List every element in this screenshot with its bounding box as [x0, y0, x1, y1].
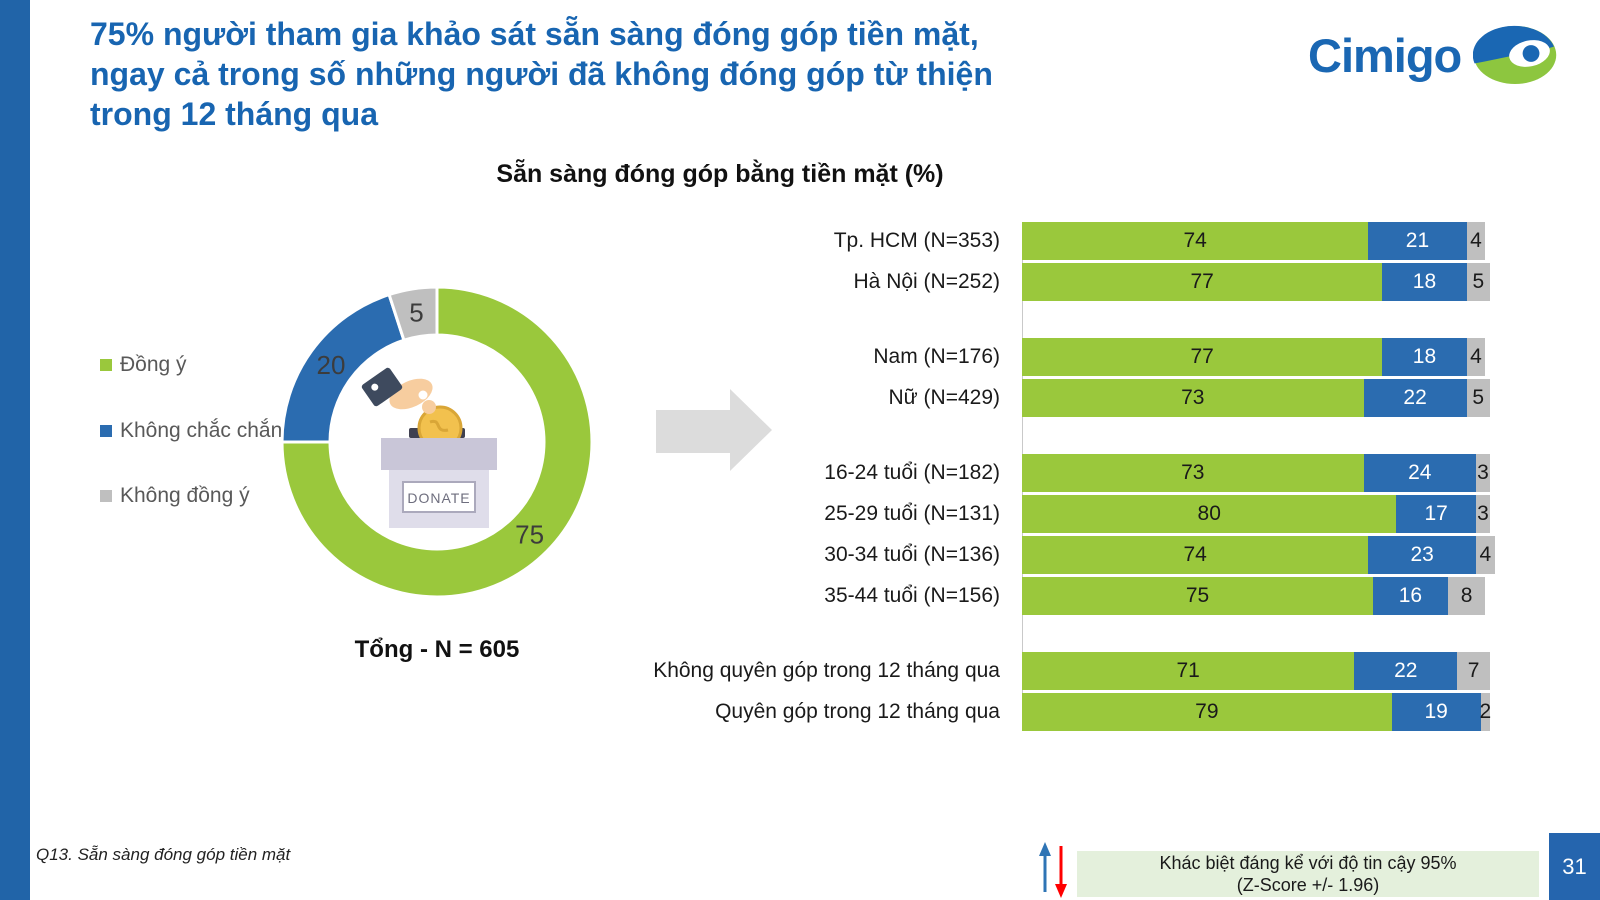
bar-track: 77 18 4: [1022, 338, 1486, 376]
bar-track: 73 22 5: [1022, 379, 1490, 417]
bar-segment: 73: [1022, 379, 1364, 417]
bar-segment: 16: [1373, 577, 1448, 615]
bar-track: 74 23 4: [1022, 536, 1495, 574]
bar-segment: 24: [1363, 454, 1476, 492]
slide-title-line-1: 75% người tham gia khảo sát sẵn sàng đón…: [90, 16, 979, 52]
bar-row-label: Quyên góp trong 12 tháng qua: [715, 700, 1000, 723]
slide-title-line-3: trong 12 tháng qua: [90, 96, 378, 132]
bar-track: 71 22 7: [1022, 652, 1490, 690]
donation-box-icon: DONATE: [361, 367, 497, 528]
bar-row-label: 25-29 tuổi (N=131): [824, 502, 1000, 525]
bar-segment: 7: [1457, 652, 1490, 690]
bar-row: 35-44 tuổi (N=156) 75 16 8: [560, 577, 1520, 615]
legend-swatch: [100, 490, 112, 502]
bar-segment: 17: [1396, 495, 1476, 533]
bar-track: 77 18 5: [1022, 263, 1490, 301]
bar-row-label: 16-24 tuổi (N=182): [824, 461, 1000, 484]
legend-label: Đồng ý: [120, 353, 187, 376]
donut-segment: [387, 285, 439, 343]
bar-segment: 5: [1466, 263, 1490, 301]
bar-row-label: Hà Nội (N=252): [853, 270, 1000, 293]
bar-track: 74 21 4: [1022, 222, 1486, 260]
bar-track: 75 16 8: [1022, 577, 1486, 615]
legend-item: Không đồng ý: [100, 483, 250, 509]
bar-segment: 75: [1022, 577, 1373, 615]
bar-row: Không quyên góp trong 12 tháng qua 71 22 7: [560, 652, 1520, 690]
bar-segment: 73: [1022, 454, 1364, 492]
bar-track: 73 24 3: [1022, 454, 1490, 492]
bar-segment: 22: [1354, 652, 1458, 690]
legend-label: Không chắc chắn: [120, 419, 283, 442]
cimigo-logo: Cimigo: [1308, 22, 1557, 88]
bar-row-label: Không quyên góp trong 12 tháng qua: [653, 659, 1000, 682]
significance-note-line-1: Khác biệt đáng kể với độ tin cậy 95%: [1159, 853, 1457, 873]
page-number: 31: [1549, 833, 1600, 900]
bar-segment: 18: [1382, 338, 1467, 376]
bar-segment: 8: [1447, 577, 1486, 615]
cimigo-logo-text: Cimigo: [1308, 28, 1462, 82]
bar-row: 30-34 tuổi (N=136) 74 23 4: [560, 536, 1520, 574]
bar-segment: 19: [1391, 693, 1481, 731]
donut-segments: [280, 285, 594, 599]
slide-title-line-2: ngay cả trong số những người đã không đó…: [90, 56, 993, 92]
bar-row-label: 30-34 tuổi (N=136): [824, 543, 1000, 566]
bar-segment: 23: [1368, 536, 1476, 574]
bar-segment: 4: [1466, 338, 1486, 376]
bar-segment: 4: [1466, 222, 1486, 260]
significance-arrows-icon: [1039, 842, 1067, 898]
bar-segment: 5: [1466, 379, 1490, 417]
bar-segment: 80: [1022, 495, 1397, 533]
bar-row: 25-29 tuổi (N=131) 80 17 3: [560, 495, 1520, 533]
bar-segment: 21: [1368, 222, 1467, 260]
left-edge-bar: [0, 0, 30, 900]
bar-segment: 18: [1382, 263, 1467, 301]
bar-segment: 4: [1475, 536, 1495, 574]
donut-caption: Tổng - N = 605: [354, 636, 520, 663]
bar-segment: 74: [1022, 222, 1369, 260]
donut-value-label: 75: [515, 520, 544, 550]
bar-row-label: Tp. HCM (N=353): [833, 229, 1000, 252]
bar-segment: 79: [1022, 693, 1392, 731]
bar-track: 79 19 2: [1022, 693, 1491, 731]
significance-note: Khác biệt đáng kể với độ tin cậy 95% (Z-…: [1077, 851, 1539, 897]
bar-row: Nam (N=176) 77 18 4: [560, 338, 1520, 376]
slide-title: 75% người tham gia khảo sát sẵn sàng đón…: [90, 14, 1210, 134]
donut-value-label: 20: [317, 350, 346, 380]
bar-segment: 71: [1022, 652, 1355, 690]
bar-row: Hà Nội (N=252) 77 18 5: [560, 263, 1520, 301]
donut-value-labels: 75 20 5: [317, 298, 545, 550]
bar-track: 80 17 3: [1022, 495, 1490, 533]
cimigo-eye-icon: [1473, 25, 1557, 85]
bar-segment: 3: [1475, 495, 1490, 533]
bar-row: Quyên góp trong 12 tháng qua 79 19 2: [560, 693, 1520, 731]
question-footnote: Q13. Sẵn sàng đóng góp tiền mặt: [36, 845, 291, 864]
right-arrow-icon: [656, 389, 772, 472]
bar-row: Tp. HCM (N=353) 74 21 4: [560, 222, 1520, 260]
donut-value-label: 5: [409, 298, 423, 328]
bar-row-label: Nữ (N=429): [888, 386, 1000, 409]
bar-segment: 22: [1363, 379, 1467, 417]
legend-swatch: [100, 359, 112, 371]
significance-note-line-2: (Z-Score +/- 1.96): [1236, 875, 1380, 895]
bar-row-label: 35-44 tuổi (N=156): [824, 584, 1000, 607]
legend-swatch: [100, 425, 112, 437]
bar-row: 16-24 tuổi (N=182) 73 24 3: [560, 454, 1520, 492]
legend-label: Không đồng ý: [120, 484, 250, 507]
bar-segment: 3: [1475, 454, 1490, 492]
bar-segment: 77: [1022, 338, 1383, 376]
bar-row: Nữ (N=429) 73 22 5: [560, 379, 1520, 417]
donate-label: DONATE: [407, 490, 470, 506]
legend-item: Không chắc chắn: [100, 418, 282, 444]
chart-title: Sẵn sàng đóng góp bằng tiền mặt (%): [496, 160, 944, 188]
bar-segment: 74: [1022, 536, 1369, 574]
bar-segment: 2: [1479, 693, 1491, 731]
stacked-bar-chart: Tp. HCM (N=353) 74 21 4 Hà Nội (N=252) 77 18 5 N…: [560, 222, 1520, 731]
legend-item: Đồng ý: [100, 352, 187, 378]
donut-chart: DONATE 75 20 5: [280, 285, 594, 599]
bar-segment: 77: [1022, 263, 1383, 301]
bar-row-label: Nam (N=176): [873, 345, 1000, 368]
donut-segment: [280, 285, 594, 599]
